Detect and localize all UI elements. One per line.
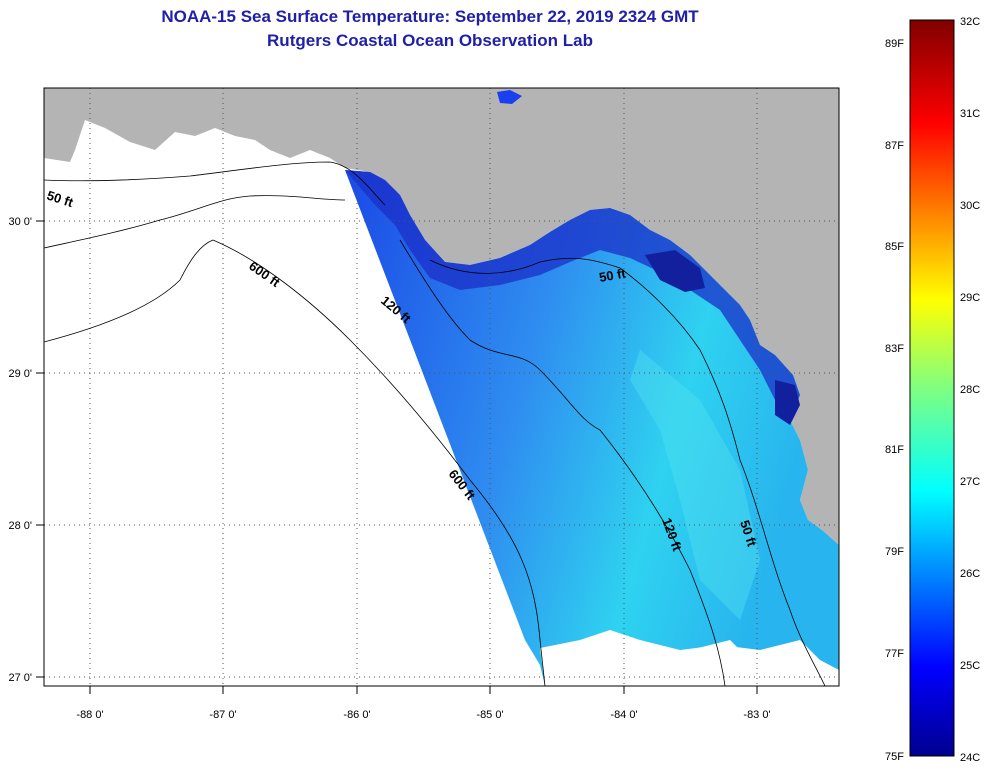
cloud-patch — [690, 640, 750, 672]
x-tick-label: -88 0' — [76, 709, 103, 721]
x-tick-label: -83 0' — [743, 709, 770, 721]
y-tick-label: 29 0' — [8, 368, 32, 380]
colorbar-c-label: 28C — [960, 384, 980, 396]
contour-50ft-west — [44, 161, 386, 206]
x-axis-ticks — [89, 686, 758, 694]
colorbar-f-label: 83F — [885, 343, 904, 355]
lake-blob — [497, 90, 522, 104]
x-tick-label: -85 0' — [476, 709, 503, 721]
dark-patch-bigbend — [645, 250, 705, 292]
colorbar-c-label: 30C — [960, 200, 980, 212]
dark-patch-tampa — [775, 380, 800, 425]
colorbar-c-label: 27C — [960, 476, 980, 488]
contour-50ft-east — [429, 257, 826, 686]
coastal-band — [345, 170, 800, 420]
x-tick-label: -87 0' — [209, 709, 236, 721]
x-tick-label: -84 0' — [610, 709, 637, 721]
contour-120ft-west — [44, 195, 346, 249]
x-tick-label: -86 0' — [343, 709, 370, 721]
contour-label-50ft-north: 50 ft — [598, 265, 628, 285]
colorbar-c-label: 26C — [960, 568, 980, 580]
colorbar-c-label: 32C — [960, 16, 980, 28]
colorbar-f-label: 81F — [885, 444, 904, 456]
warm-band — [630, 350, 760, 620]
colorbar-c-label: 29C — [960, 292, 980, 304]
map-title: NOAA-15 Sea Surface Temperature: Septemb… — [161, 7, 699, 26]
y-tick-label: 28 0' — [8, 520, 32, 532]
colorbar-f-label: 89F — [885, 38, 904, 50]
cloud-mask — [540, 630, 839, 686]
colorbar-f-label: 79F — [885, 546, 904, 558]
colorbar-f-label: 85F — [885, 241, 904, 253]
y-axis-ticks — [36, 220, 44, 678]
colorbar-f-label: 77F — [885, 648, 904, 660]
colorbar-f-label: 87F — [885, 140, 904, 152]
colorbar-c-label: 24C — [960, 752, 980, 764]
map-subtitle: Rutgers Coastal Ocean Observation Lab — [267, 31, 593, 50]
colorbar-c-label: 25C — [960, 660, 980, 672]
contour-120ft — [399, 239, 726, 686]
colorbar-c-label: 31C — [960, 108, 980, 120]
colorbar-f-label: 75F — [885, 751, 904, 763]
land-area — [44, 88, 839, 545]
contour-600ft — [44, 239, 546, 686]
y-tick-label: 27 0' — [8, 672, 32, 684]
y-tick-label: 30 0' — [8, 216, 32, 228]
colorbar — [909, 19, 955, 757]
plot-frame — [43, 87, 840, 687]
